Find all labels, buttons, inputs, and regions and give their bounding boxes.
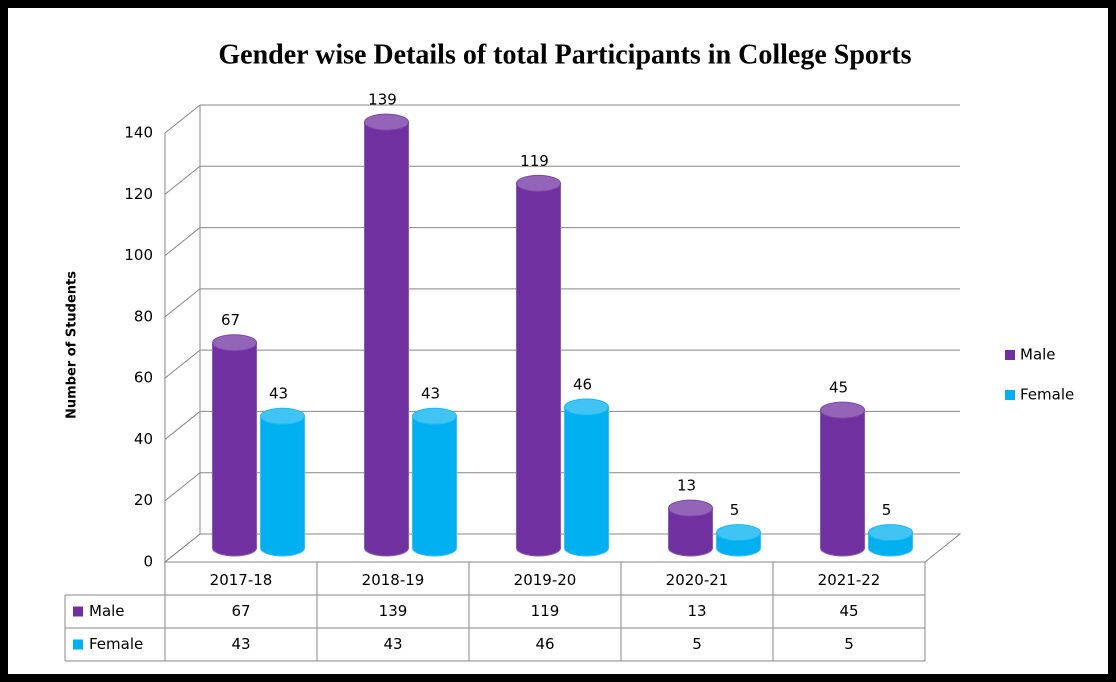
cylinder-top <box>820 401 865 419</box>
x-tick-label: 2021-22 <box>818 571 881 589</box>
y-tick-label: 80 <box>134 307 153 325</box>
legend-key <box>1005 390 1015 400</box>
table-cell: 46 <box>535 635 554 653</box>
value-label: 5 <box>882 501 892 519</box>
x-tick-label: 2020-21 <box>666 571 729 589</box>
cylinder-top <box>668 499 713 517</box>
legend-key <box>1005 350 1015 360</box>
grid-line-side <box>164 227 201 256</box>
table-cell: 13 <box>687 602 706 620</box>
grid-line-side <box>164 349 201 379</box>
grid-line-side <box>164 288 201 318</box>
grid-line-side <box>164 104 201 134</box>
cylinder-top <box>716 524 761 542</box>
value-label: 119 <box>520 152 549 170</box>
cylinder-top <box>868 524 913 542</box>
grid-line-side <box>164 472 201 502</box>
x-tick-label: 2019-20 <box>514 571 577 589</box>
cylinder-top <box>212 334 257 352</box>
table-cell: 43 <box>231 635 250 653</box>
cylinder <box>820 409 865 557</box>
cylinder-top <box>564 398 609 416</box>
cylinder-top <box>260 407 305 425</box>
value-label: 46 <box>573 376 592 394</box>
value-label: 13 <box>677 477 696 495</box>
y-tick-label: 120 <box>124 185 153 203</box>
cylinder <box>412 415 457 557</box>
cylinder-top <box>364 113 409 131</box>
cylinder <box>364 121 409 557</box>
chart-title: Gender wise Details of total Participant… <box>218 39 911 70</box>
table-cell: 139 <box>379 602 408 620</box>
value-label: 43 <box>269 385 288 403</box>
value-label: 139 <box>368 91 397 109</box>
x-tick-label: 2017-18 <box>210 571 273 589</box>
cylinder <box>212 342 257 557</box>
table-cell: 45 <box>839 602 858 620</box>
value-label: 43 <box>421 385 440 403</box>
cylinder-top <box>516 174 561 192</box>
table-cell: 67 <box>231 602 250 620</box>
y-tick-label: 140 <box>124 124 153 142</box>
y-tick-label: 40 <box>134 430 153 448</box>
value-label: 45 <box>829 379 848 397</box>
table-cell: 5 <box>692 635 702 653</box>
cylinder <box>668 507 713 557</box>
y-tick-label: 20 <box>134 491 153 509</box>
y-tick-label: 0 <box>143 553 153 571</box>
table-cell: 119 <box>531 602 560 620</box>
y-tick-label: 60 <box>134 369 153 387</box>
cylinder <box>260 415 305 557</box>
legend-label: Female <box>1020 386 1074 404</box>
y-tick-label: 100 <box>124 246 153 264</box>
table-key <box>73 606 83 617</box>
legend-label: Male <box>1020 346 1056 364</box>
grid-line-side <box>164 165 201 195</box>
table-cell: 43 <box>383 635 402 653</box>
table-cell: 5 <box>844 635 854 653</box>
table-row-label: Female <box>89 635 143 653</box>
cylinder <box>564 406 609 557</box>
value-label: 67 <box>221 311 240 329</box>
table-row-label: Male <box>89 602 125 620</box>
value-label: 5 <box>730 501 740 519</box>
x-tick-label: 2018-19 <box>362 571 425 589</box>
grid-line-side <box>164 411 201 440</box>
y-axis-label: Number of Students <box>65 271 80 419</box>
cylinder <box>516 182 561 557</box>
table-key <box>73 639 83 650</box>
grid-line-side <box>164 533 201 563</box>
cylinder-top <box>412 407 457 425</box>
